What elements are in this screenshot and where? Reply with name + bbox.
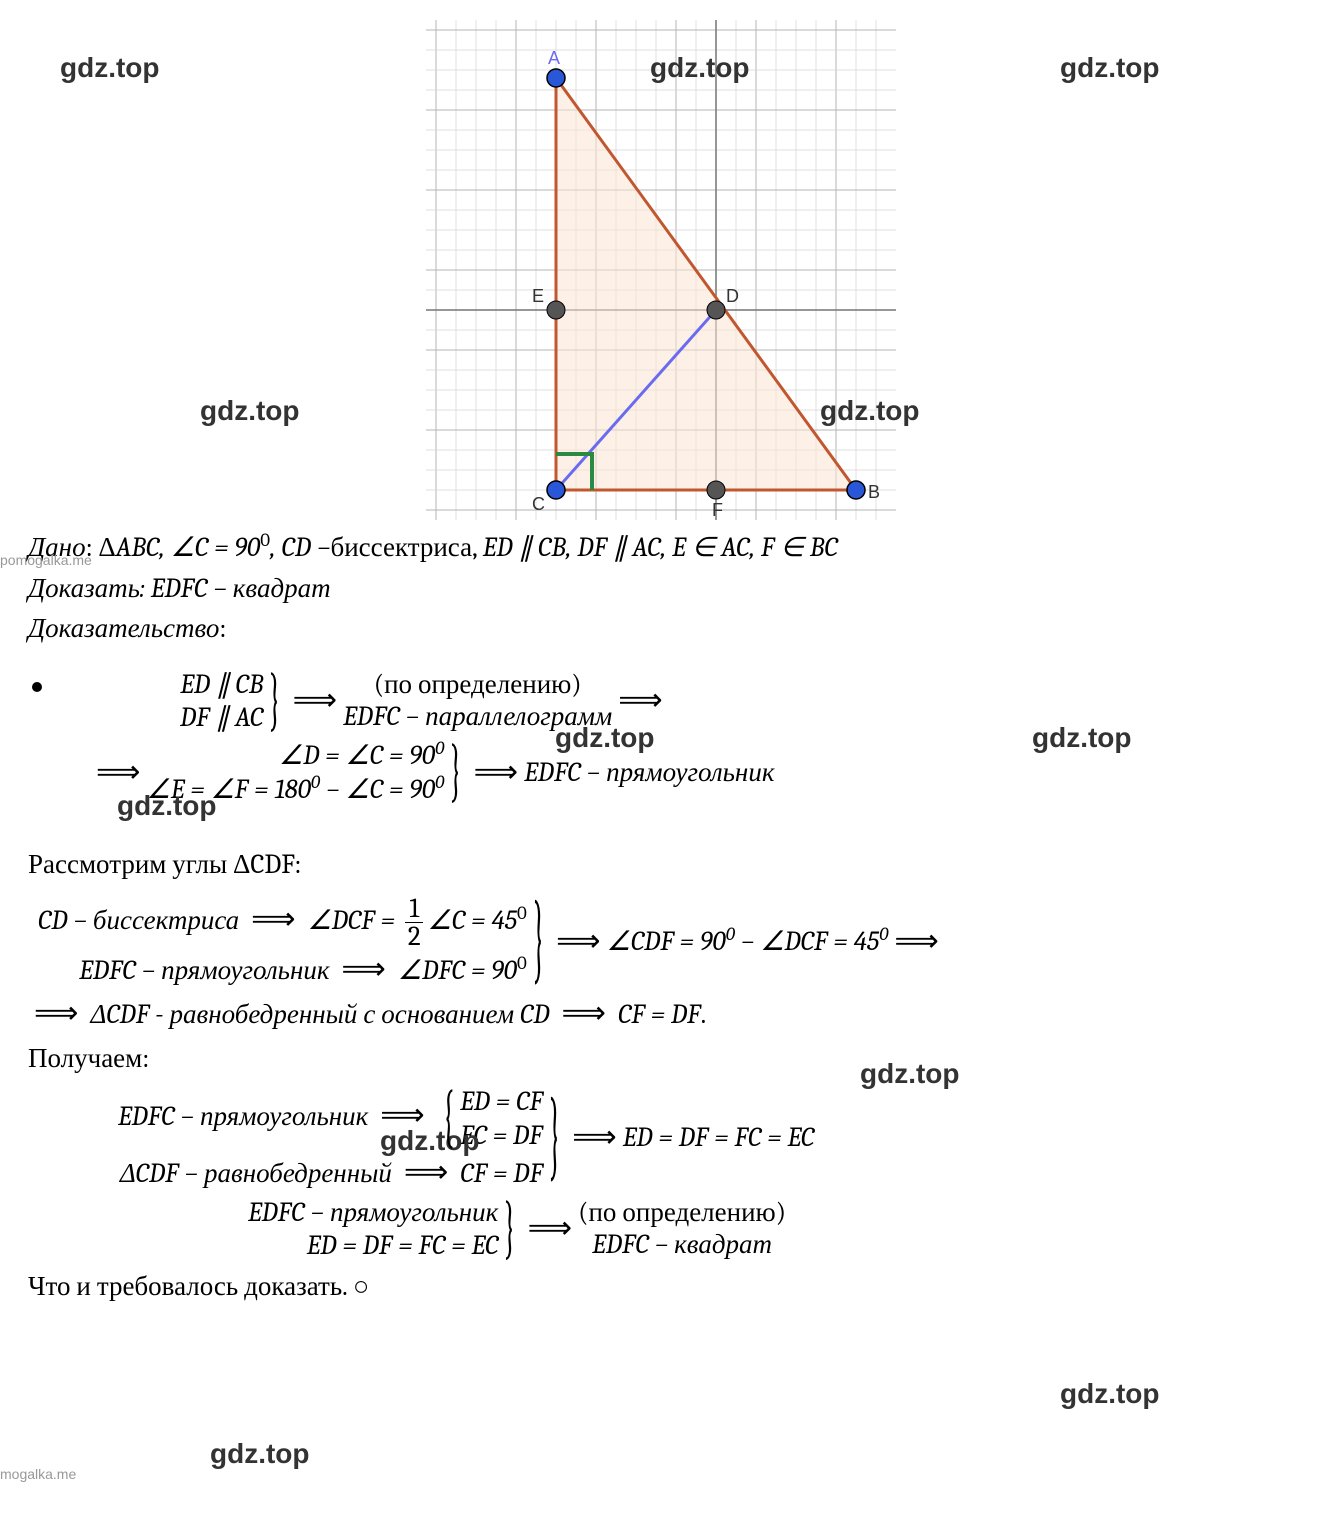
t: EDFC − квадрат	[592, 1229, 772, 1261]
t: , ∠C = 90	[159, 532, 260, 563]
t: (по определению)	[374, 669, 582, 701]
svg-text:E: E	[532, 286, 544, 306]
prove-line: Доказать: EDFC − квадрат	[28, 569, 1293, 610]
derivation-line-1: ED ∥ CB DF ∥ AC } ⟹ (по определению) EDF…	[60, 668, 1293, 736]
t: ΔCDF - равнобедренный с основанием	[90, 999, 520, 1030]
step-1: ED ∥ CB DF ∥ AC } ⟹ (по определению) EDF…	[28, 664, 1293, 811]
watermark: gdz.top	[1060, 1378, 1160, 1410]
t: ∠C = 45	[428, 905, 517, 936]
t: EDFC − прямоугольник	[524, 755, 774, 791]
t: ∠DFC = 90	[398, 955, 517, 986]
t: .	[701, 999, 707, 1030]
t: EDFC − прямоугольник	[79, 955, 335, 986]
t: 2	[404, 923, 425, 950]
given-label: Дано	[28, 532, 86, 563]
proof-label: Доказательство	[28, 613, 219, 644]
t: ED ∥ CB	[180, 668, 263, 702]
t: EDFC − прямоугольник	[248, 1196, 498, 1230]
t: 0	[260, 529, 270, 551]
svg-text:A: A	[548, 48, 560, 68]
t: ∠DCF =	[308, 905, 401, 936]
t: ED = DF = FC = EC	[307, 1229, 499, 1263]
derivation-line-4: ⟹ ΔCDF - равнобедренный с основанием CD …	[28, 993, 1293, 1035]
proof-label-line: Доказательство:	[28, 609, 1293, 650]
t: EDFC − прямоугольник	[118, 1101, 374, 1132]
t: CF = DF	[618, 999, 701, 1030]
t: − ∠DCF = 45	[735, 926, 879, 957]
watermark: gdz.top	[210, 1438, 310, 1470]
svg-text:F: F	[712, 500, 723, 520]
t: ∠CDF = 90	[607, 926, 726, 957]
t: , CD −	[270, 532, 330, 563]
t: EDFC − параллелограмм	[343, 701, 612, 733]
watermark-small: mogalka.me	[0, 1466, 76, 1482]
t: (по определению)	[578, 1197, 786, 1229]
diagram-container: A B C D E F	[0, 0, 1321, 520]
consider-line: Рассмотрим углы ΔCDF:	[28, 845, 1293, 886]
svg-text:C: C	[532, 494, 545, 514]
t: ABC	[116, 532, 159, 563]
prove-label: Доказать	[28, 573, 140, 604]
t: ED = DF = FC = EC	[623, 1120, 815, 1156]
t: CF = DF	[460, 1158, 543, 1189]
t: биссектриса,	[331, 532, 483, 563]
t: 1	[405, 895, 423, 923]
derivation-line-6: EDFC − прямоугольник ED = DF = FC = EC }…	[28, 1196, 1293, 1264]
t: ED ∥ CB	[483, 532, 566, 563]
t: ∠E = ∠F = 180	[147, 774, 311, 805]
derivation-line-5: EDFC − прямоугольник ⟹ { ED = CF EC = DF…	[28, 1085, 1293, 1191]
svg-text:B: B	[868, 482, 880, 502]
t: ED = CF	[460, 1085, 543, 1119]
given-line: Дано: ΔABC, ∠C = 900, CD −биссектриса, E…	[28, 528, 1293, 569]
solution-body: Дано: ΔABC, ∠C = 900, CD −биссектриса, E…	[0, 520, 1321, 1308]
t: ΔCDF − равнобедренный	[120, 1158, 398, 1189]
bullet-icon	[32, 682, 42, 692]
t: − ∠C = 90	[320, 774, 435, 805]
t: , DF ∥ AC, E ∈ AC, F ∈ BC	[566, 532, 838, 563]
derivation-line-3: CD − биссектриса ⟹ ∠DCF = 12∠C = 450 EDF…	[28, 895, 1293, 989]
t: CD − биссектриса	[38, 905, 245, 936]
t: ∠D = ∠C = 90	[279, 740, 435, 771]
triangle-diagram: A B C D E F	[426, 20, 896, 520]
t: : Δ	[86, 532, 116, 563]
svg-text:D: D	[726, 286, 739, 306]
derivation-line-2: ⟹ ∠D = ∠C = 900 ∠E = ∠F = 1800 − ∠C = 90…	[60, 739, 1293, 807]
t: EC = DF	[460, 1119, 543, 1153]
qed-line: Что и требовалось доказать. ○	[28, 1267, 1293, 1308]
t: CD	[520, 999, 550, 1030]
receive-line: Получаем:	[28, 1039, 1293, 1080]
t: : EDFC − квадрат	[140, 573, 331, 604]
t: DF ∥ AC	[180, 701, 263, 735]
